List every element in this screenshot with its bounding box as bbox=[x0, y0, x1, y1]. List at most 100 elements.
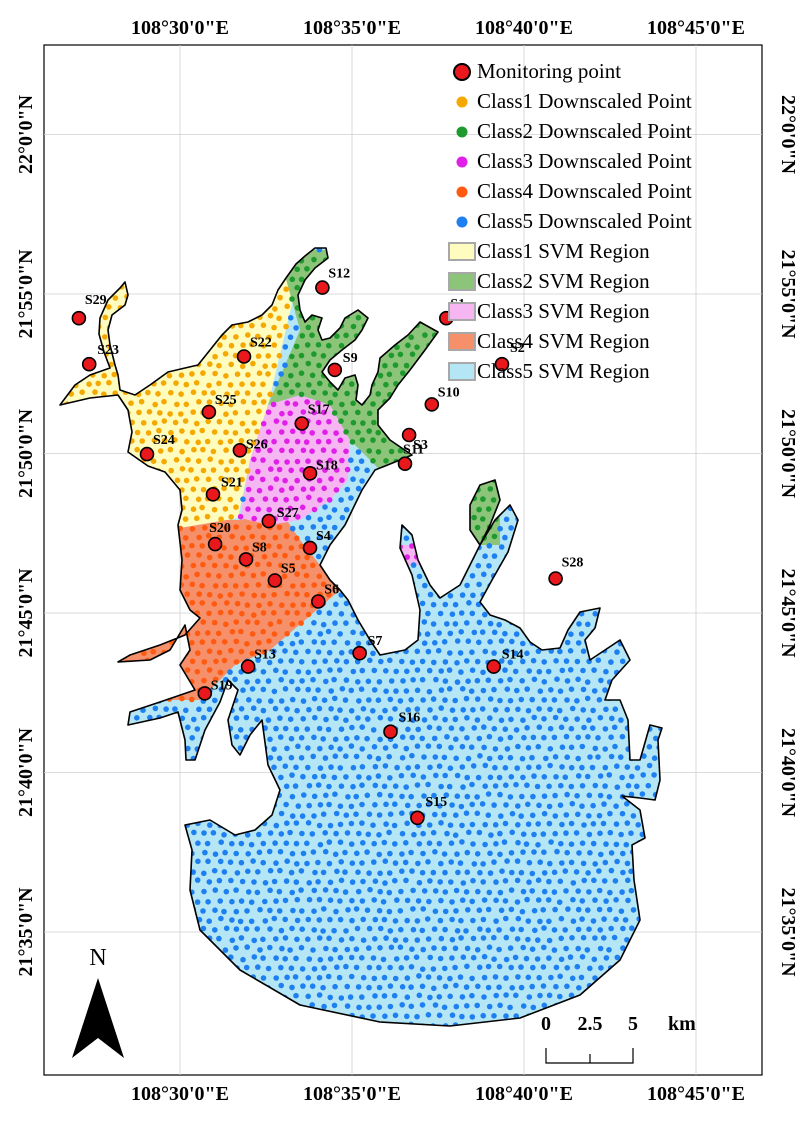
downscaled-point bbox=[102, 334, 108, 340]
downscaled-point bbox=[558, 782, 564, 789]
downscaled-point bbox=[563, 658, 570, 664]
downscaled-point bbox=[255, 353, 262, 360]
downscaled-point bbox=[348, 841, 355, 847]
downscaled-point bbox=[383, 381, 389, 388]
downscaled-point bbox=[272, 496, 279, 503]
downscaled-point bbox=[438, 935, 445, 942]
downscaled-point bbox=[619, 889, 625, 895]
downscaled-point bbox=[101, 372, 107, 379]
downscaled-point bbox=[564, 965, 570, 971]
downscaled-point bbox=[151, 420, 158, 426]
downscaled-point bbox=[530, 734, 537, 741]
downscaled-point bbox=[452, 964, 458, 971]
downscaled-point bbox=[370, 955, 377, 961]
downscaled-point bbox=[260, 628, 267, 635]
legend-item-9: Class3 SVM Region bbox=[448, 299, 650, 323]
downscaled-point bbox=[265, 353, 272, 359]
downscaled-point bbox=[519, 678, 525, 684]
downscaled-point bbox=[464, 793, 471, 800]
downscaled-point bbox=[551, 927, 558, 933]
downscaled-point bbox=[293, 820, 300, 826]
monitoring-point-marker bbox=[207, 536, 223, 552]
downscaled-point bbox=[568, 992, 575, 999]
downscaled-point bbox=[486, 1003, 493, 1010]
downscaled-point bbox=[376, 832, 382, 838]
downscaled-point bbox=[267, 887, 273, 894]
downscaled-point bbox=[546, 937, 553, 944]
downscaled-point bbox=[300, 486, 307, 493]
downscaled-point bbox=[563, 888, 569, 894]
downscaled-point bbox=[509, 829, 515, 836]
downscaled-point bbox=[190, 869, 196, 875]
downscaled-point bbox=[410, 887, 416, 894]
downscaled-point bbox=[354, 466, 360, 472]
downscaled-point bbox=[377, 945, 383, 951]
downscaled-point bbox=[602, 764, 609, 771]
downscaled-point bbox=[567, 648, 574, 654]
downscaled-point bbox=[519, 755, 526, 762]
downscaled-point bbox=[541, 849, 547, 855]
downscaled-point bbox=[337, 916, 344, 923]
downscaled-point bbox=[350, 764, 357, 771]
downscaled-point bbox=[628, 887, 635, 894]
downscaled-point bbox=[298, 639, 305, 645]
downscaled-point bbox=[248, 918, 255, 925]
downscaled-point bbox=[381, 839, 388, 846]
downscaled-point bbox=[470, 954, 477, 961]
downscaled-point bbox=[449, 707, 456, 713]
downscaled-point bbox=[614, 858, 620, 865]
downscaled-point bbox=[476, 619, 483, 626]
downscaled-point bbox=[355, 640, 362, 647]
downscaled-point bbox=[574, 716, 580, 722]
downscaled-point bbox=[360, 937, 367, 943]
downscaled-point bbox=[327, 879, 334, 886]
downscaled-point bbox=[289, 389, 295, 395]
downscaled-point bbox=[496, 774, 503, 781]
downscaled-point bbox=[276, 543, 283, 550]
downscaled-point bbox=[298, 887, 304, 893]
downscaled-point bbox=[359, 724, 366, 730]
downscaled-point bbox=[414, 937, 421, 943]
downscaled-point bbox=[569, 705, 576, 712]
downscaled-point bbox=[218, 516, 224, 522]
downscaled-point bbox=[562, 868, 569, 874]
downscaled-point bbox=[182, 516, 189, 522]
downscaled-point bbox=[579, 803, 585, 809]
downscaled-point bbox=[592, 782, 599, 789]
downscaled-point bbox=[421, 717, 428, 723]
downscaled-point bbox=[442, 869, 448, 876]
downscaled-point bbox=[564, 678, 571, 684]
downscaled-point bbox=[179, 695, 185, 702]
downscaled-point bbox=[277, 867, 283, 874]
downscaled-point bbox=[251, 879, 257, 885]
downscaled-point bbox=[289, 353, 295, 360]
downscaled-point bbox=[475, 983, 481, 990]
downscaled-point bbox=[305, 324, 312, 331]
downscaled-point bbox=[420, 697, 426, 703]
downscaled-point bbox=[398, 772, 405, 779]
downscaled-point bbox=[325, 438, 332, 445]
downscaled-point bbox=[469, 667, 476, 673]
downscaled-point bbox=[497, 736, 504, 742]
downscaled-point bbox=[360, 706, 367, 712]
downscaled-point bbox=[317, 765, 324, 771]
downscaled-point bbox=[573, 869, 580, 875]
downscaled-point bbox=[320, 811, 327, 817]
downscaled-point bbox=[233, 926, 240, 932]
downscaled-point bbox=[520, 944, 526, 951]
downscaled-point bbox=[392, 918, 399, 924]
downscaled-point bbox=[337, 803, 344, 809]
downscaled-point bbox=[611, 934, 618, 941]
downscaled-point bbox=[255, 447, 261, 453]
downscaled-point bbox=[234, 371, 241, 378]
downscaled-point bbox=[217, 669, 224, 676]
downscaled-point bbox=[315, 782, 322, 788]
downscaled-point bbox=[464, 620, 470, 626]
downscaled-point bbox=[449, 802, 455, 808]
downscaled-point bbox=[331, 524, 338, 531]
lat-tick-right-4: 21°45'0"N bbox=[777, 568, 799, 658]
downscaled-point bbox=[371, 975, 378, 982]
downscaled-point bbox=[328, 744, 334, 751]
downscaled-point bbox=[151, 437, 158, 444]
downscaled-point bbox=[260, 859, 267, 866]
